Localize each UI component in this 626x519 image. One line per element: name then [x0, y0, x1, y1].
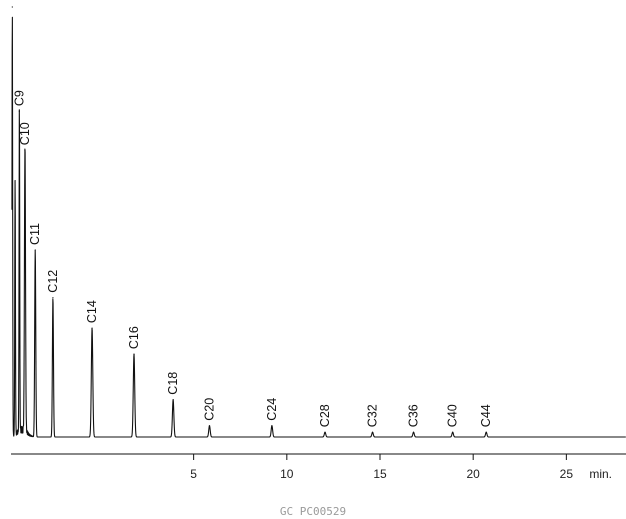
peak-apex — [413, 432, 414, 433]
peak-label-c12: C12 — [46, 270, 60, 293]
x-axis: 5 10 15 20 25 min. — [11, 454, 626, 481]
x-axis-unit: min. — [589, 467, 612, 481]
peak-label-c24: C24 — [265, 398, 279, 421]
peak-apex — [452, 432, 453, 433]
chromatogram-trace — [12, 6, 626, 437]
peak-label-c40: C40 — [446, 404, 460, 427]
peak-apex — [52, 297, 53, 298]
peak-label-c44: C44 — [479, 404, 493, 427]
x-tick-label: 15 — [373, 467, 387, 481]
peak-label-c32: C32 — [366, 404, 380, 427]
peak-label-c20: C20 — [203, 398, 217, 421]
peak-apex — [486, 432, 487, 433]
x-tick-label: 10 — [280, 467, 294, 481]
peak-apex — [372, 432, 373, 433]
peak-apex — [35, 249, 36, 250]
x-tick-label: 20 — [467, 467, 481, 481]
peak-apex — [209, 425, 210, 426]
peak-apex — [14, 180, 15, 181]
peak-apex — [173, 399, 174, 400]
peak-apex — [24, 150, 25, 151]
peak-label-c16: C16 — [127, 326, 141, 349]
peak-label-c28: C28 — [318, 404, 332, 427]
peak-apex — [271, 425, 272, 426]
x-tick-label: 25 — [560, 467, 574, 481]
peak-apex — [133, 354, 134, 355]
peak-labels: C9 C10 C11 C12 C14 C16 C18 C20 C24 C28 C32 C36 C40 C4… — [12, 90, 493, 427]
peak-label-c14: C14 — [85, 300, 99, 323]
x-tick-label: 5 — [190, 467, 197, 481]
peak-label-c10: C10 — [18, 122, 32, 145]
peak-label-c18: C18 — [166, 372, 180, 395]
peak-label-c11: C11 — [28, 223, 42, 245]
peak-apex — [19, 111, 20, 112]
peak-label-c36: C36 — [407, 404, 421, 427]
footer-code: GC PC00529 — [0, 505, 626, 518]
peak-apex — [91, 327, 92, 328]
peak-apex — [12, 6, 13, 7]
peak-label-c9: C9 — [12, 90, 26, 106]
peak-apex — [324, 432, 325, 433]
chromatogram-line — [12, 17, 626, 437]
